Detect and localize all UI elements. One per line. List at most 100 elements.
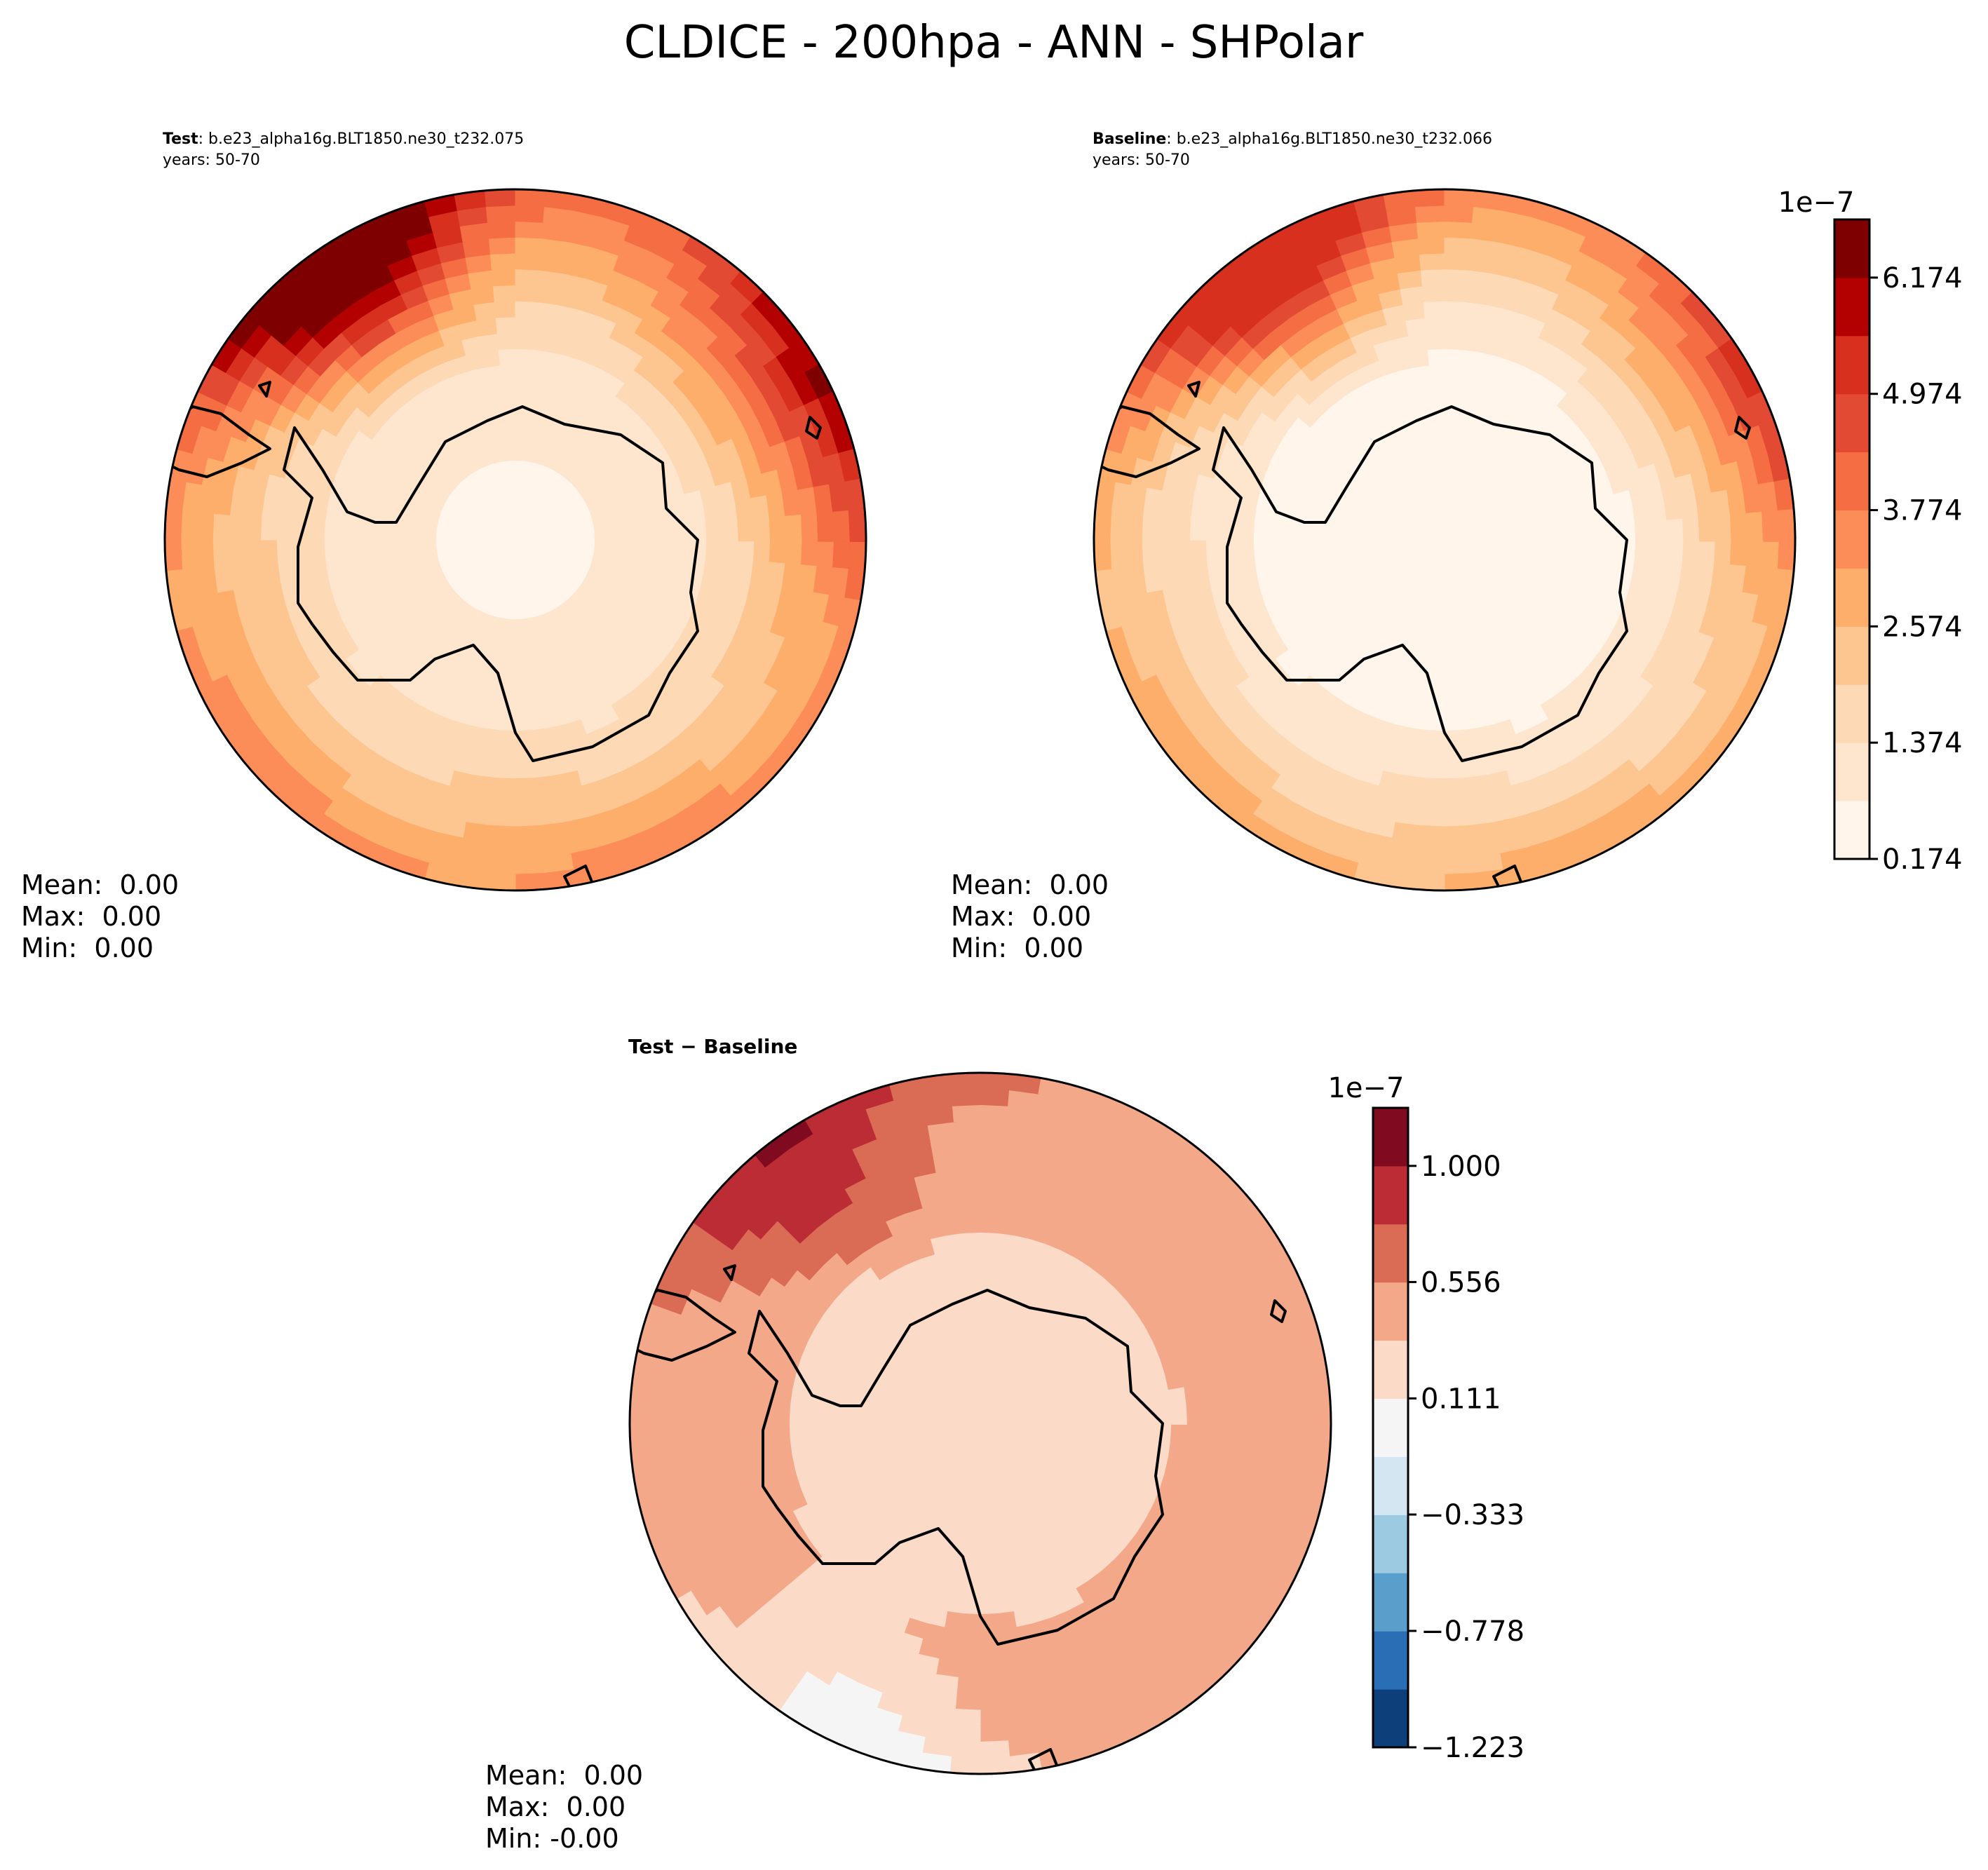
field-cell <box>979 1502 989 1520</box>
field-cell <box>820 1435 840 1452</box>
field-cell <box>1443 618 1454 637</box>
field-cell <box>1172 514 1191 541</box>
field-cell <box>513 809 541 828</box>
field-cell <box>980 1151 1006 1170</box>
field-cell <box>848 508 866 543</box>
field-cell <box>1417 809 1445 828</box>
field-cell <box>950 1088 982 1106</box>
baseline-panel-title: Baseline: b.e23_alpha16g.BLT1850.ne30_t2… <box>1093 130 1492 148</box>
field-cell <box>724 1399 743 1424</box>
field-cell <box>499 363 517 382</box>
field-cell <box>1379 539 1398 546</box>
field-cell <box>1250 1397 1269 1425</box>
field-cell <box>915 1423 933 1430</box>
field-cell <box>1233 1399 1252 1425</box>
baseline-panel-subtitle: years: 50-70 <box>1093 151 1190 169</box>
field-cell <box>579 532 596 541</box>
field-cell <box>630 1421 648 1455</box>
field-cell <box>979 1550 994 1568</box>
field-cell <box>820 1422 838 1438</box>
island-coastline <box>1270 1299 1287 1323</box>
field-cell <box>1442 841 1473 860</box>
antarctica-coastline <box>1212 405 1628 762</box>
field-cell <box>978 1709 1008 1727</box>
field-cell <box>630 1390 648 1424</box>
field-cell <box>1459 712 1479 731</box>
colorbar-difference-level-swatch <box>1373 1340 1408 1399</box>
field-cell <box>1444 236 1473 255</box>
field-cell <box>165 507 183 541</box>
field-cell <box>1421 761 1445 780</box>
field-cell <box>980 1470 987 1489</box>
colorbar-absolute-level-swatch <box>1834 277 1869 337</box>
field-cell <box>180 508 198 541</box>
field-cell <box>1186 1423 1205 1444</box>
field-cell <box>1730 513 1748 542</box>
field-cell <box>959 1183 982 1202</box>
field-cell <box>514 714 533 732</box>
field-cell <box>484 189 518 208</box>
field-cell <box>1269 553 1288 571</box>
field-cell <box>323 538 342 557</box>
field-cell <box>978 1645 1002 1664</box>
colorbar-absolute-level-swatch <box>1834 393 1869 453</box>
field-cell <box>356 551 375 569</box>
field-cell <box>769 539 787 566</box>
field-cell <box>848 539 866 573</box>
field-cell <box>494 745 516 764</box>
field-cell <box>752 539 771 564</box>
baseline-stat-max: Max: 0.00 <box>951 901 1091 932</box>
difference-panel: Test − Baseline Mean: 0.00 Max: 0.00 Min… <box>485 1035 1332 1854</box>
colorbar-difference-tick-label: 0.111 <box>1421 1383 1501 1415</box>
field-cell <box>980 1183 1003 1202</box>
field-cell <box>979 1581 996 1600</box>
field-cell <box>1170 1404 1189 1425</box>
field-cell <box>980 1104 1010 1123</box>
field-cell <box>1635 521 1653 541</box>
island-coastline <box>805 416 822 440</box>
field-cell <box>1109 508 1128 541</box>
field-cell <box>307 538 325 559</box>
field-cell <box>1253 554 1273 574</box>
field-cell <box>979 1597 998 1615</box>
test-stat-min: Min: 0.00 <box>21 933 154 963</box>
field-cell <box>1348 538 1366 549</box>
field-cell <box>487 825 516 843</box>
field-cell <box>323 522 342 541</box>
field-cell <box>740 1400 759 1424</box>
field-cell <box>1442 857 1475 876</box>
field-cell <box>1444 189 1478 208</box>
field-cell <box>1745 539 1764 570</box>
field-cell <box>772 1404 790 1424</box>
field-cell <box>705 539 724 560</box>
field-cell <box>1414 204 1447 223</box>
colorbar-absolute-tick-label: 2.574 <box>1882 611 1963 643</box>
field-cell <box>1316 538 1334 552</box>
field-cell <box>661 1421 679 1452</box>
field-cell <box>708 1421 727 1448</box>
field-cell <box>1268 538 1287 556</box>
field-cell <box>1423 299 1447 318</box>
field-cell <box>1616 506 1636 526</box>
colorbar-absolute-tick-label: 4.974 <box>1882 379 1963 411</box>
field-cell <box>970 1310 982 1329</box>
field-cell <box>514 635 526 653</box>
field-cell <box>980 1073 1013 1091</box>
field-cell <box>954 1135 982 1154</box>
field-cell <box>1313 1423 1331 1456</box>
field-cell <box>1443 603 1452 621</box>
field-cell <box>482 872 516 890</box>
test-panel-title: Test: b.e23_alpha16g.BLT1850.ne30_t232.0… <box>163 130 524 148</box>
baseline-map-field <box>1094 189 1795 890</box>
field-cell <box>800 539 819 569</box>
field-cell <box>1650 539 1669 561</box>
field-cell <box>1300 538 1318 553</box>
field-cell <box>307 520 325 541</box>
field-cell <box>1265 1423 1284 1452</box>
field-cell <box>1762 510 1780 542</box>
field-cell <box>978 1661 1003 1679</box>
field-cell <box>487 380 504 400</box>
field-cell <box>494 299 518 318</box>
field-cell <box>1457 696 1476 716</box>
